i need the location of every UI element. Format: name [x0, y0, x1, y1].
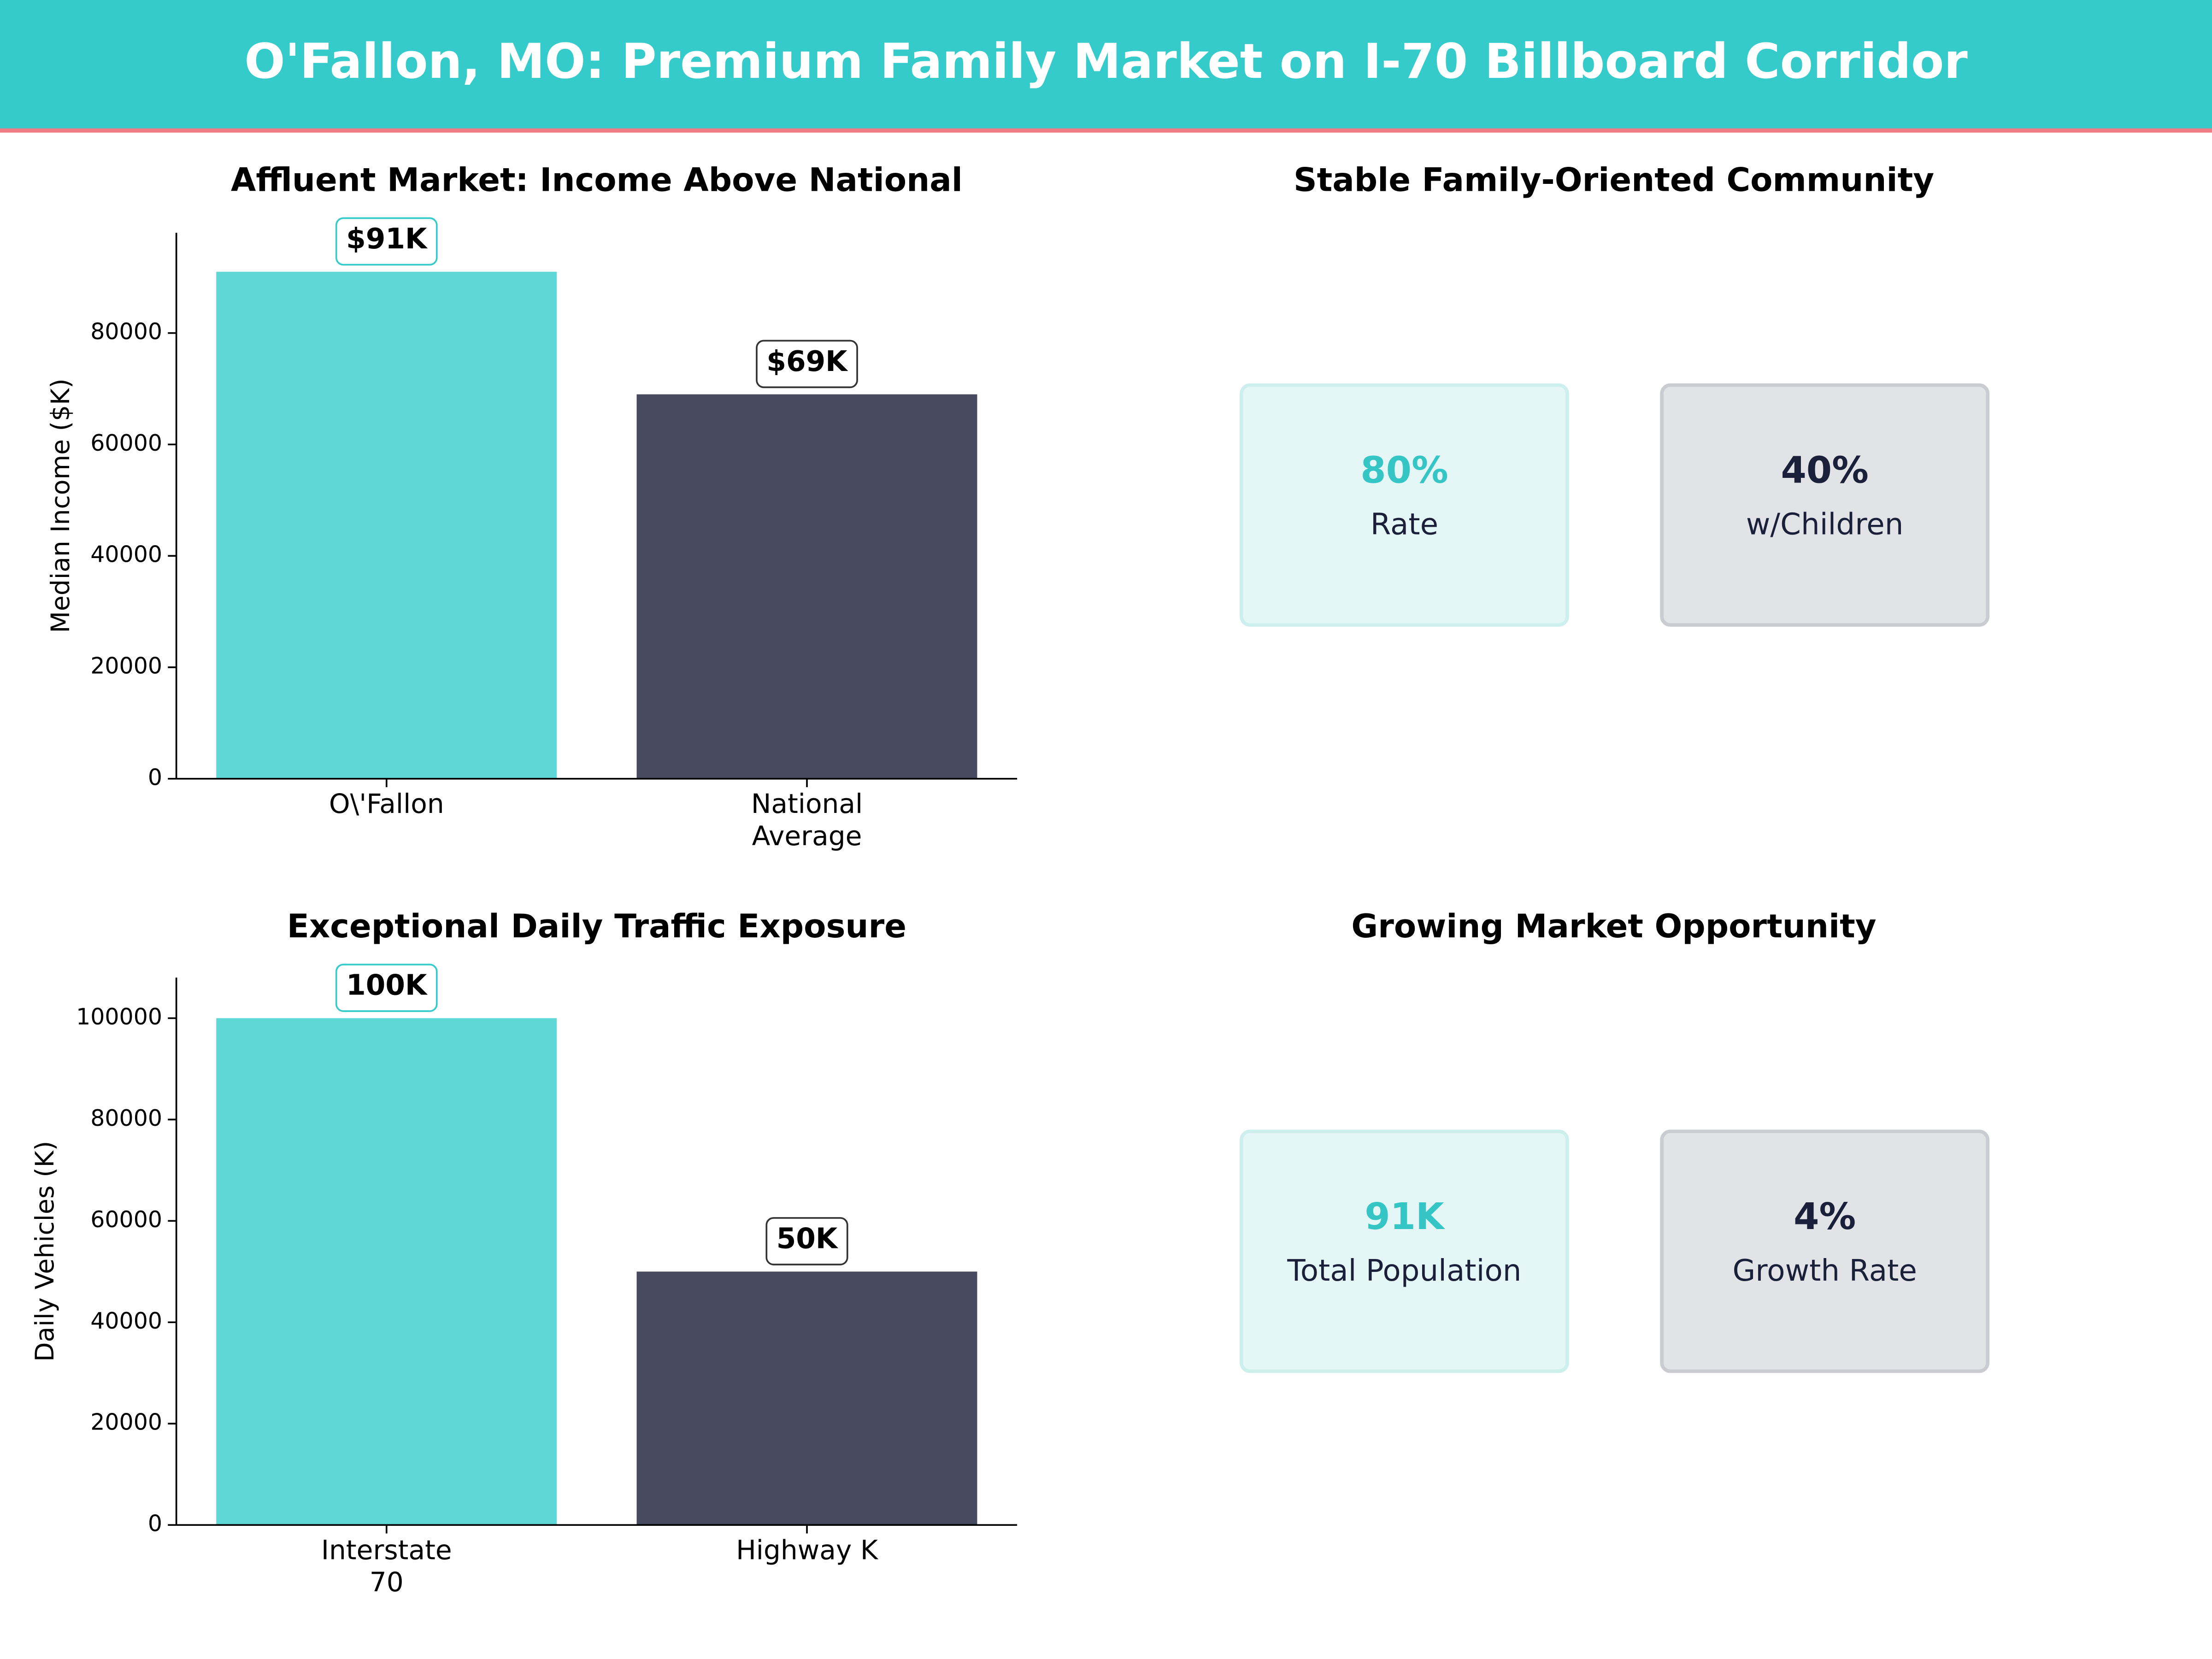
y-tick-label: 0 [148, 764, 162, 790]
y-tick-label: 40000 [90, 541, 162, 568]
kpi-value: 4% [1794, 1195, 1856, 1238]
y-tick-label: 60000 [90, 1206, 162, 1233]
value-label-box [335, 217, 438, 266]
header-rule [0, 128, 2212, 133]
panel-title: Stable Family-Oriented Community [1294, 161, 1934, 199]
x-tick-label: O\'Fallon [329, 788, 444, 819]
chart-title: Affluent Market: Income Above National [231, 161, 963, 199]
kpi-label: Rate [1371, 507, 1438, 541]
bar [636, 394, 977, 779]
header-bar [0, 0, 2212, 130]
y-tick-label: 80000 [90, 318, 162, 345]
y-tick-label: 20000 [90, 653, 162, 679]
y-tick-label: 0 [148, 1511, 162, 1537]
value-label-box [335, 964, 438, 1012]
x-tick-label: Highway K [736, 1534, 879, 1565]
y-axis-label: Median Income ($K) [46, 378, 75, 633]
kpi-card [1660, 383, 1990, 627]
kpi-label: w/Children [1746, 507, 1904, 541]
kpi-value: 80% [1360, 448, 1448, 491]
value-label: 100K [346, 969, 428, 1002]
y-axis-label: Daily Vehicles (K) [30, 1141, 59, 1362]
value-label-box [765, 1217, 848, 1265]
panel-title: Growing Market Opportunity [1351, 907, 1876, 945]
kpi-card [1660, 1130, 1990, 1373]
kpi-label: Growth Rate [1732, 1253, 1917, 1288]
bar [216, 271, 557, 779]
value-label-box [756, 340, 858, 388]
value-label: 50K [777, 1223, 839, 1255]
chart-title: Exceptional Daily Traffic Exposure [287, 907, 906, 945]
y-tick-label: 40000 [90, 1308, 162, 1334]
kpi-value: 40% [1781, 448, 1868, 491]
y-tick-label: 60000 [90, 430, 162, 456]
kpi-label: Total Population [1287, 1253, 1521, 1288]
page-title: O'Fallon, MO: Premium Family Market on I… [244, 33, 1968, 89]
bar [636, 1271, 977, 1525]
y-tick-label: 20000 [90, 1409, 162, 1435]
kpi-card [1240, 1130, 1569, 1373]
value-label: $91K [346, 223, 428, 255]
x-tick-label: National Average [751, 788, 863, 852]
kpi-card [1240, 383, 1569, 627]
y-tick-label: 100000 [76, 1004, 162, 1030]
kpi-value: 91K [1365, 1195, 1446, 1238]
y-tick-label: 80000 [90, 1105, 162, 1131]
value-label: $69K [766, 345, 848, 378]
x-tick-label: Interstate 70 [321, 1534, 452, 1598]
bar [216, 1018, 557, 1525]
